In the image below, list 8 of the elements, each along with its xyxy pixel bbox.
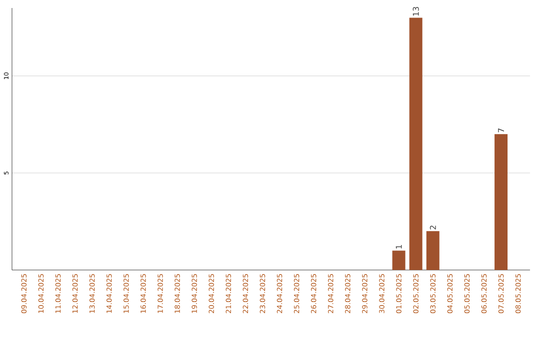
bar	[494, 134, 508, 270]
data-label: 7	[498, 128, 504, 132]
bar	[392, 250, 406, 270]
data-label: 1	[396, 245, 402, 249]
data-label: 2	[430, 226, 436, 230]
bar	[409, 18, 422, 270]
data-label: 13	[412, 6, 419, 16]
bar	[426, 231, 440, 270]
